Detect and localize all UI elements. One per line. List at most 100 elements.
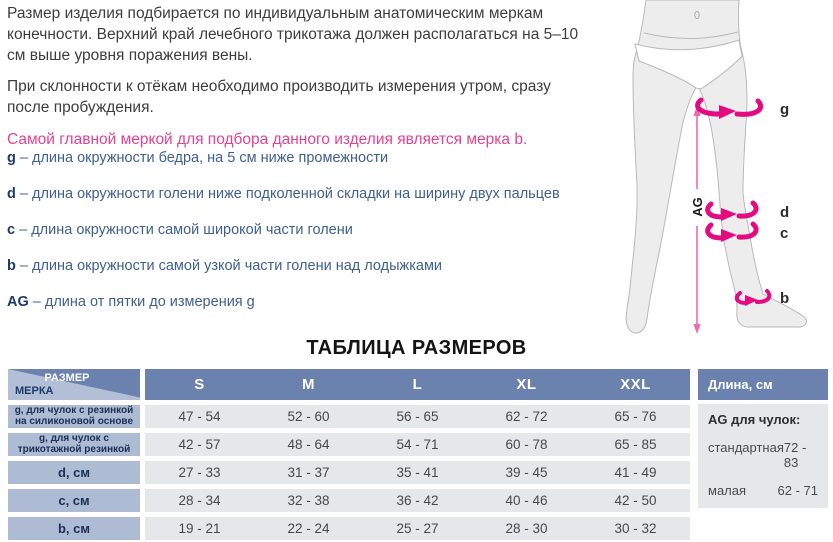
corner-label-measure: МЕРКА [15, 385, 54, 397]
size-table: РАЗМЕР МЕРКА S M L XL XXL g, для чулок с… [8, 369, 690, 540]
ag-measure-line-icon [689, 106, 705, 334]
cell-value: 27 - 33 [178, 465, 221, 480]
cell-value: 25 - 27 [396, 521, 439, 536]
measurement-definitions: g – длина окружности бедра, на 5 см ниже… [7, 151, 635, 331]
measurement-item-g: g – длина окружности бедра, на 5 см ниже… [7, 151, 635, 166]
cell-value: 22 - 24 [287, 521, 330, 536]
length-panel-header: Длина, см [698, 369, 828, 400]
column-header-s: S [194, 376, 205, 393]
row-values: 19 - 21 22 - 24 25 - 27 28 - 30 30 - 32 [145, 517, 690, 540]
measurement-item-b: b – длина окружности самой узкой части г… [7, 259, 635, 274]
length-value: 62 - 71 [777, 483, 818, 498]
length-value: 72 - 83 [783, 440, 807, 470]
row-values: 42 - 57 48 - 64 54 - 71 60 - 78 65 - 85 [145, 433, 690, 456]
cell-value: 48 - 64 [287, 437, 330, 452]
cell-value: 52 - 60 [287, 409, 330, 424]
row-label: d, см [8, 461, 140, 484]
length-panel: Длина, см AG для чулок: стандартная 72 -… [698, 369, 828, 508]
waistband-line [643, 31, 739, 39]
column-header-l: L [412, 376, 423, 393]
navel-mark [694, 11, 700, 19]
length-row-standard: стандартная 72 - 83 [708, 440, 818, 470]
row-label: g, для чулок с резинкой на силиконовой о… [8, 405, 140, 428]
size-table-title: ТАБЛИЦА РАЗМЕРОВ [306, 337, 527, 359]
cell-value: 65 - 76 [614, 409, 657, 424]
measurement-key: c [7, 222, 16, 238]
table-corner-cell: РАЗМЕР МЕРКА [8, 369, 140, 400]
size-table-header: РАЗМЕР МЕРКА S M L XL XXL [8, 369, 690, 400]
cell-value: 19 - 21 [178, 521, 221, 536]
length-label: малая [708, 483, 747, 498]
cell-value: 54 - 71 [396, 437, 439, 452]
measurement-text: – длина окружности бедра, на 5 см ниже п… [19, 150, 389, 166]
measurement-key: b [7, 258, 16, 274]
row-label: g, для чулок с трикотажной резинкой [8, 433, 140, 456]
table-row: d, см 27 - 33 31 - 37 35 - 41 39 - 45 41… [8, 461, 690, 484]
cell-value: 56 - 65 [396, 409, 439, 424]
row-label: c, см [8, 489, 140, 512]
cell-value: 39 - 45 [505, 465, 548, 480]
cell-value: 32 - 38 [287, 493, 330, 508]
intro-p1-line1: Размер изделия подбирается по индивидуал… [7, 5, 544, 22]
measurement-text: – длина окружности самой узкой части гол… [19, 258, 443, 274]
measurement-item-c: c – длина окружности самой широкой части… [7, 223, 635, 238]
measurement-item-d: d – длина окружности голени ниже подколе… [7, 187, 635, 202]
intro-paragraph-1: Размер изделия подбирается по индивидуал… [7, 3, 635, 66]
leg-measurement-diagram: g d c b AG [620, 0, 833, 350]
row-values: 27 - 33 31 - 37 35 - 41 39 - 45 41 - 49 [145, 461, 690, 484]
diagram-label-c: c [780, 225, 788, 242]
cell-value: 31 - 37 [287, 465, 330, 480]
cell-value: 28 - 34 [178, 493, 221, 508]
row-values: 28 - 34 32 - 38 36 - 42 40 - 46 42 - 50 [145, 489, 690, 512]
cell-value: 28 - 30 [505, 521, 548, 536]
intro-p2-line1: При склонности к отёкам необходимо произ… [7, 78, 551, 95]
measurement-key: d [7, 186, 16, 202]
table-row: g, для чулок с трикотажной резинкой 42 -… [8, 433, 690, 456]
measurement-item-ag: AG – длина от пятки до измерения g [7, 295, 635, 310]
cell-value: 35 - 41 [396, 465, 439, 480]
cell-value: 42 - 57 [178, 437, 221, 452]
diagram-label-b: b [780, 290, 789, 307]
size-columns: S M L XL XXL [145, 369, 690, 400]
table-row: b, см 19 - 21 22 - 24 25 - 27 28 - 30 30… [8, 517, 690, 540]
column-header-xl: XL [516, 376, 537, 393]
cell-value: 42 - 50 [614, 493, 657, 508]
underwear-shape [634, 39, 743, 90]
b-measure-arrow-icon [734, 289, 772, 306]
length-panel-subheader: AG для чулок: [708, 412, 801, 427]
cell-value: 40 - 46 [505, 493, 548, 508]
length-row-small: малая 62 - 71 [708, 483, 818, 498]
length-label: стандартная [708, 440, 784, 455]
column-header-xxl: XXL [620, 376, 651, 393]
measurement-text: – длина окружности голени ниже подколенн… [19, 186, 560, 202]
cell-value: 30 - 32 [614, 521, 657, 536]
row-values: 47 - 54 52 - 60 56 - 65 62 - 72 65 - 76 [145, 405, 690, 428]
leg-figure-illustration: g d c b AG [625, 0, 807, 334]
table-row: c, см 28 - 34 32 - 38 36 - 42 40 - 46 42… [8, 489, 690, 512]
measurement-text: – длина от пятки до измерения g [32, 294, 255, 310]
cell-value: 41 - 49 [614, 465, 657, 480]
diagram-label-ag: AG [690, 197, 705, 217]
intro-text: Размер изделия подбирается по индивидуал… [7, 3, 635, 150]
c-measure-arrow-icon [705, 221, 759, 242]
table-row: g, для чулок с резинкой на силиконовой о… [8, 405, 690, 428]
measurement-text: – длина окружности самой широкой части г… [19, 222, 353, 238]
cell-value: 36 - 42 [396, 493, 439, 508]
g-measure-arrow-icon [695, 97, 764, 119]
intro-p2-line2: после пробуждения. [7, 99, 154, 116]
cell-value: 62 - 72 [505, 409, 548, 424]
intro-p1-line2: конечности. Верхний край лечебного трико… [7, 26, 579, 43]
intro-paragraph-2: При склонности к отёкам необходимо произ… [7, 76, 635, 118]
measurement-key: g [7, 150, 16, 166]
intro-highlight: Самой главной меркой для подбора данного… [7, 131, 528, 148]
row-label: b, см [8, 517, 140, 540]
length-panel-body: AG для чулок: стандартная 72 - 83 малая … [698, 404, 828, 508]
cell-value: 65 - 85 [614, 437, 657, 452]
corner-label-size: РАЗМЕР [44, 372, 90, 384]
column-header-m: M [302, 376, 315, 393]
diagram-label-g: g [780, 101, 789, 118]
d-measure-arrow-icon [705, 200, 759, 221]
intro-p1-line3: см выше уровня поражения вены. [7, 47, 253, 64]
cell-value: 60 - 78 [505, 437, 548, 452]
